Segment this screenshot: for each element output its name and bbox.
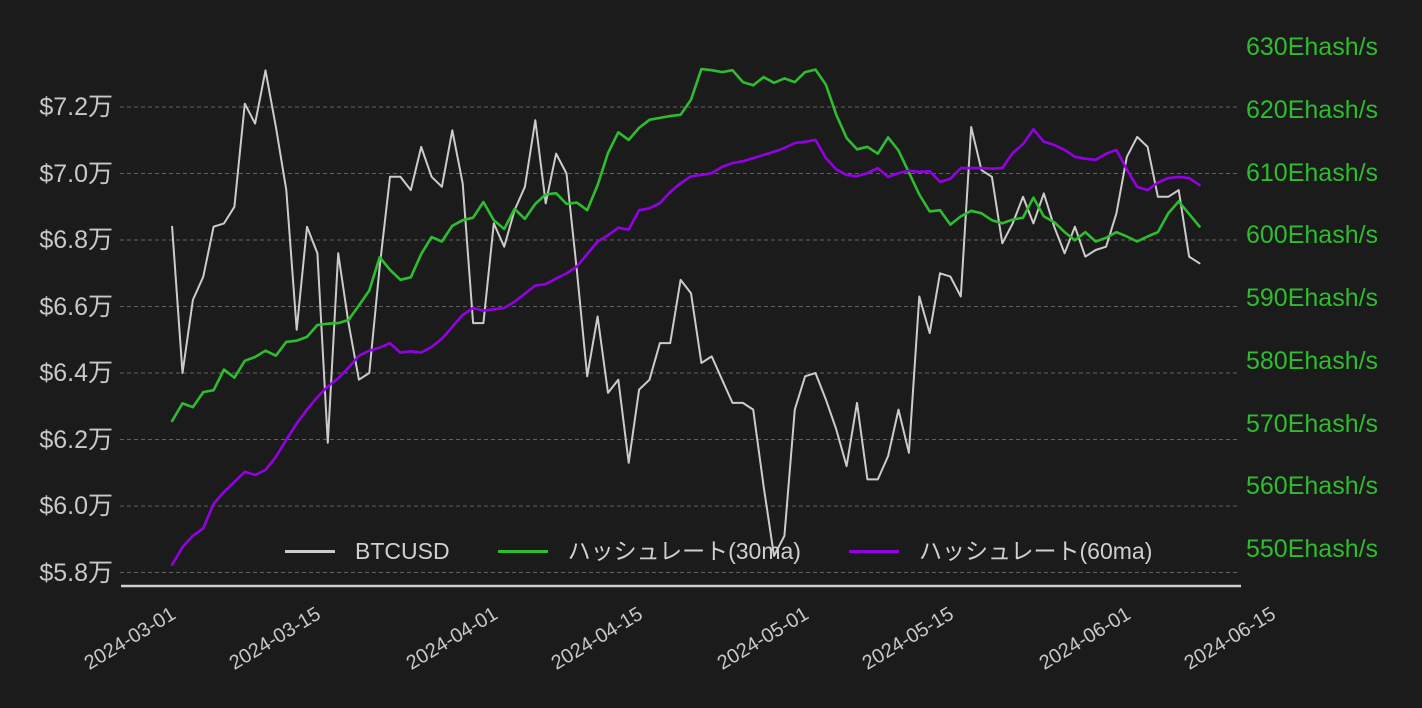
btcusd-line-swatch bbox=[285, 549, 335, 553]
legend-item-btcusd[interactable]: BTCUSD bbox=[285, 537, 450, 565]
left-axis-label: $5.8万 bbox=[39, 559, 113, 587]
legend-label-hashrate-60ma: ハッシュレート(60ma) bbox=[918, 538, 1153, 564]
left-axis-label: $6.0万 bbox=[39, 492, 113, 520]
right-axis-label: 620Ehash/s bbox=[1246, 96, 1379, 124]
legend-item-hashrate-60ma[interactable]: ハッシュレート(60ma) bbox=[848, 537, 1153, 565]
series-line-hashrate-60ma bbox=[170, 127, 1201, 567]
legend-item-hashrate-30ma[interactable]: ハッシュレート(30ma) bbox=[497, 537, 801, 565]
left-axis-label: $6.6万 bbox=[39, 293, 113, 321]
hashrate-60ma-line-swatch bbox=[848, 549, 899, 553]
left-axis-label: $7.0万 bbox=[39, 160, 113, 188]
left-axis-label: $6.2万 bbox=[39, 426, 113, 454]
legend-label-hashrate-30ma: ハッシュレート(30ma) bbox=[567, 538, 801, 564]
right-axis-label: 610Ehash/s bbox=[1246, 159, 1379, 187]
right-axis-label: 590Ehash/s bbox=[1246, 284, 1379, 312]
legend-label-btcusd: BTCUSD bbox=[355, 538, 450, 564]
right-axis-label: 600Ehash/s bbox=[1246, 221, 1379, 249]
legend: BTCUSD ハッシュレート(30ma) ハッシュレート(60ma) bbox=[285, 537, 1152, 565]
right-axis-label: 570Ehash/s bbox=[1246, 410, 1379, 438]
hashrate-30ma-line-swatch bbox=[497, 549, 548, 553]
right-axis-label: 560Ehash/s bbox=[1246, 472, 1379, 500]
left-axis-label: $6.4万 bbox=[39, 359, 113, 387]
left-axis-label: $7.2万 bbox=[39, 93, 113, 121]
right-axis-label: 580Ehash/s bbox=[1246, 347, 1379, 375]
right-axis-label: 550Ehash/s bbox=[1246, 535, 1379, 563]
right-axis-label: 630Ehash/s bbox=[1246, 33, 1379, 61]
series-line-hashrate-30ma bbox=[170, 67, 1201, 423]
left-axis-label: $6.8万 bbox=[39, 226, 113, 254]
